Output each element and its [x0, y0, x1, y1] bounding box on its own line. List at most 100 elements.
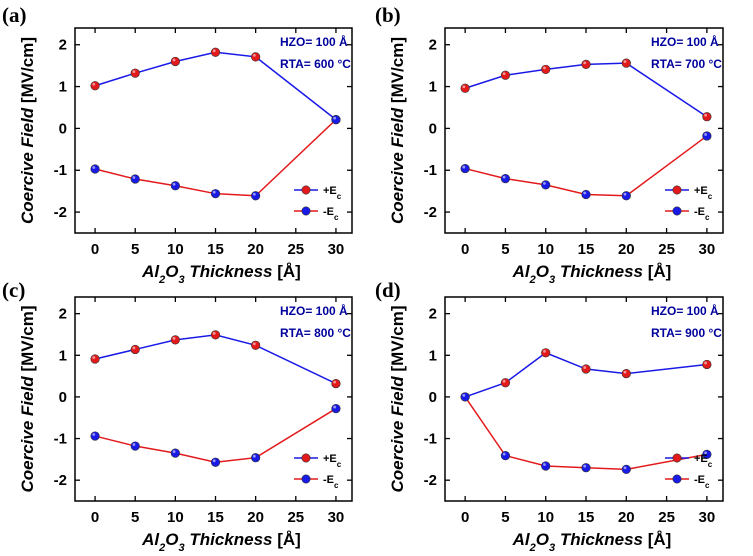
x-tick-label: 15: [207, 509, 224, 526]
data-point: [130, 174, 140, 184]
data-point-highlight: [502, 72, 506, 76]
x-tick-label: 10: [167, 509, 184, 526]
data-point: [621, 191, 631, 201]
y-tick-label: 2: [59, 37, 67, 54]
annotation-line: HZO= 100 Å: [280, 303, 348, 318]
x-label-subscript: 3: [549, 274, 555, 286]
data-point-highlight: [252, 454, 256, 458]
x-axis-label: Al2O3 Thickness [Å]: [512, 530, 672, 554]
data-point: [331, 378, 341, 389]
data-point-highlight: [212, 331, 216, 335]
y-tick-label: 2: [59, 306, 67, 323]
x-label-unit: [Å]: [277, 530, 301, 549]
series-line-pos-ec: [464, 62, 708, 118]
legend-label-base: -E: [694, 206, 705, 218]
y-tick-label: 1: [59, 347, 67, 364]
data-point: [500, 70, 511, 80]
data-point: [90, 354, 100, 364]
data-point: [702, 112, 712, 122]
data-point-highlight: [212, 459, 216, 463]
y-label-unit: [MV/cm]: [388, 305, 407, 371]
data-point: [621, 58, 631, 68]
legend-label-base: -E: [323, 474, 334, 486]
panel-label: (a): [2, 3, 27, 27]
data-point: [251, 453, 261, 463]
data-point: [460, 392, 470, 402]
data-point: [500, 378, 511, 388]
data-point-highlight: [172, 450, 176, 454]
legend-marker: [672, 206, 682, 216]
x-tick-label: 15: [578, 241, 595, 258]
data-point: [541, 348, 551, 358]
data-point: [331, 403, 341, 414]
data-point: [251, 52, 261, 62]
data-point: [500, 174, 511, 184]
x-tick-label: 5: [501, 241, 509, 258]
data-point-highlight: [172, 182, 176, 186]
legend-label-base: +E: [694, 453, 708, 465]
data-point-highlight: [543, 463, 546, 466]
y-tick-label: -1: [54, 162, 67, 179]
x-label-part: Al: [512, 530, 531, 549]
data-point: [251, 191, 261, 201]
data-point: [210, 330, 221, 340]
legend-label-subscript: c: [334, 481, 339, 490]
data-point: [130, 441, 140, 451]
x-tick-label: 0: [91, 509, 99, 526]
x-label-subscript: 2: [158, 542, 165, 554]
data-point-highlight: [212, 49, 216, 53]
x-tick-label: 0: [461, 509, 469, 526]
panel-label: (c): [2, 278, 25, 302]
x-tick-label: 5: [501, 509, 509, 526]
data-point: [210, 457, 221, 467]
data-point: [581, 364, 591, 374]
x-axis-label: Al2O3 Thickness [Å]: [141, 262, 301, 286]
data-point-highlight: [252, 192, 256, 196]
legend-label-subscript: c: [337, 460, 342, 469]
data-point: [90, 431, 100, 441]
x-axis-label: Al2O3 Thickness [Å]: [512, 262, 672, 286]
data-point: [170, 181, 180, 191]
data-point-highlight: [623, 466, 627, 470]
panel-label: (d): [375, 278, 401, 302]
legend-label: +Ec: [323, 453, 342, 469]
y-tick-label: 1: [59, 79, 67, 96]
x-tick-label: 20: [247, 241, 264, 258]
data-point-highlight: [92, 356, 96, 359]
x-tick-label: 0: [461, 241, 469, 258]
data-point-highlight: [583, 464, 587, 468]
y-tick-label: 1: [429, 347, 437, 364]
y-tick-label: -1: [54, 431, 67, 448]
x-label-part: Thickness: [555, 530, 648, 549]
data-point-highlight: [583, 61, 587, 65]
data-point-highlight: [172, 58, 176, 62]
y-tick-label: -2: [54, 472, 67, 489]
y-axis-label: Coercive Field [MV/cm]: [18, 37, 37, 224]
data-point: [90, 81, 100, 91]
annotation-line: HZO= 100 Å: [651, 303, 719, 318]
legend-marker: [672, 474, 682, 484]
legend-marker: [672, 185, 682, 195]
y-tick-label: 0: [429, 120, 437, 137]
series-line-neg-ec: [464, 396, 708, 471]
data-point-highlight: [502, 175, 506, 179]
x-tick-label: 25: [287, 509, 304, 526]
legend-label-subscript: c: [705, 481, 710, 490]
plot-frame: [74, 296, 353, 502]
data-point-highlight: [333, 380, 337, 384]
data-point-highlight: [704, 451, 707, 455]
x-label-part: O: [165, 262, 178, 281]
data-point-highlight: [333, 116, 337, 120]
legend-label-subscript: c: [334, 213, 339, 222]
legend-label: -Ec: [323, 474, 339, 490]
y-tick-label: -1: [424, 162, 437, 179]
legend-marker: [301, 453, 311, 463]
annotation-line: RTA= 900 °C: [651, 326, 722, 340]
plot-frame: [444, 27, 724, 234]
data-point-highlight: [252, 53, 256, 57]
legend-label-base: -E: [323, 206, 334, 218]
annotation-line: RTA= 600 °C: [280, 57, 351, 71]
x-label-subscript: 3: [179, 274, 185, 286]
x-tick-label: 30: [699, 509, 716, 526]
